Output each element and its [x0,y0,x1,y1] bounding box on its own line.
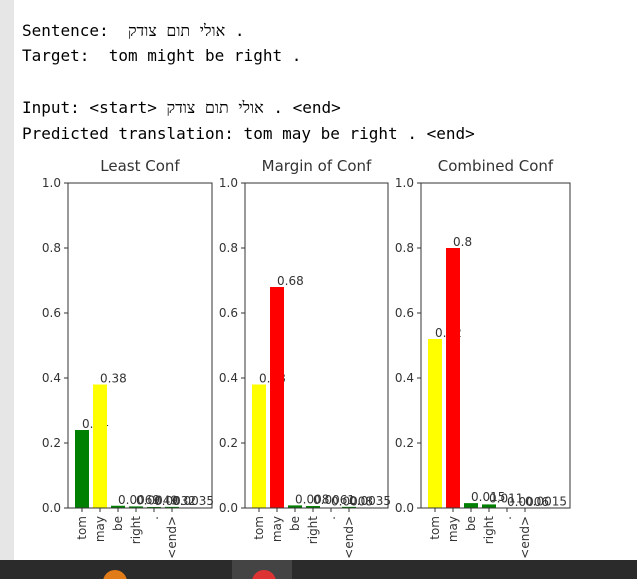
x-tick-label: be [464,516,478,531]
data-label: 0.68 [277,274,304,288]
data-label: 0.0032 [154,494,196,508]
data-label: 0.011 [489,491,523,505]
x-tick-label: may [93,516,107,542]
data-label: 0.008 [295,492,329,506]
output-line: Input: <start> אולי תום צודק . <end> [22,98,341,117]
bar [165,506,179,508]
y-tick-label: 0.4 [219,371,238,385]
y-tick-label: 0.8 [42,241,61,255]
data-label: 0.8 [453,235,472,249]
data-label: 0.0061 [313,493,355,507]
data-label: 0.0015 [525,495,567,509]
y-tick-label: 1.0 [219,176,238,190]
data-label: 0.0069 [118,493,160,507]
y-tick-label: 1.0 [395,176,414,190]
y-tick-label: 0.0 [219,501,238,515]
x-tick-label: may [446,516,460,542]
y-tick-label: 0.2 [42,436,61,450]
x-tick-label: be [111,516,125,531]
x-tick-label: tom [428,516,442,540]
bar [464,503,478,508]
axes-frame [420,182,571,509]
data-label: 0.38 [100,372,127,386]
x-tick-label: <end> [342,516,356,559]
output-line: Target: tom might be right . [22,46,301,65]
y-tick-label: 0.6 [395,306,414,320]
x-tick-label: right [306,516,320,544]
taskbar-item[interactable] [232,560,292,579]
y-tick-label: 0.6 [42,306,61,320]
taskbar-icon[interactable] [252,570,276,579]
data-label: 0.0006 [507,495,549,509]
bar [129,506,143,508]
gutter [0,0,14,560]
y-tick-label: 0.8 [219,241,238,255]
bar [306,506,320,508]
chart-title: Combined Conf [438,157,554,175]
y-tick-label: 0.4 [395,371,414,385]
data-label: 0.015 [471,490,505,504]
bar [75,430,89,508]
output-line: Sentence: אולי תום צודק . [22,21,244,40]
taskbar-icon[interactable] [103,570,127,579]
x-tick-label: tom [75,516,89,540]
y-tick-label: 0.4 [42,371,61,385]
x-tick-label: may [270,516,284,542]
bar [446,248,460,508]
bar [342,506,356,508]
bar [93,384,107,508]
data-label: 0.0035 [349,494,391,508]
bar [270,287,284,508]
chart-title: Least Conf [100,157,180,175]
taskbar [0,560,637,579]
bar [147,506,161,508]
axes-frame [67,182,213,509]
x-tick-label: <end> [518,516,532,559]
y-tick-label: 0.0 [395,501,414,515]
y-tick-label: 0.6 [219,306,238,320]
bar [252,384,266,508]
x-tick-label: right [129,516,143,544]
data-label: 0.0035 [172,494,214,508]
bar [482,504,496,508]
bar [288,505,302,508]
x-tick-label: <end> [165,516,179,559]
y-tick-label: 0.2 [219,436,238,450]
data-label: 0.0049 [136,493,178,507]
y-tick-label: 0.2 [395,436,414,450]
output-line: Predicted translation: tom may be right … [22,124,475,143]
x-tick-label: tom [252,516,266,540]
x-tick-label: be [288,516,302,531]
x-tick-label: right [482,516,496,544]
y-tick-label: 0.8 [395,241,414,255]
y-tick-label: 0.0 [42,501,61,515]
axes-frame [244,182,389,509]
data-label: 0.0008 [331,495,373,509]
bar [111,505,125,508]
x-tick-label: . [500,516,514,520]
bar [428,339,442,508]
x-tick-label: . [147,516,161,520]
chart-title: Margin of Conf [262,157,372,175]
x-tick-label: . [324,516,338,520]
y-tick-label: 1.0 [42,176,61,190]
